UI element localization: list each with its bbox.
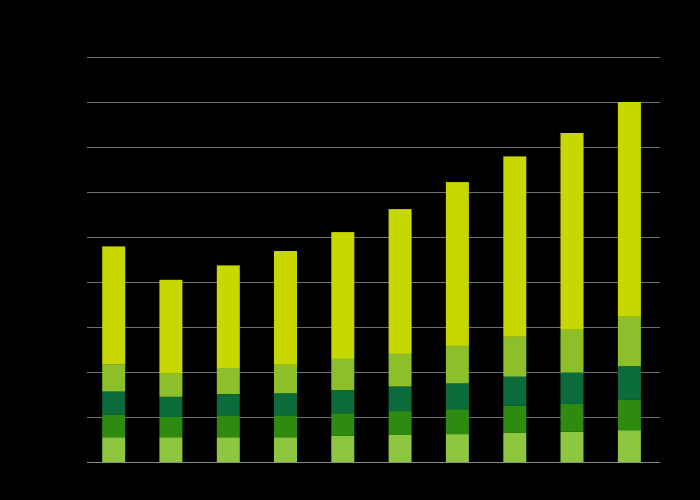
- bar-segment-10-series-1: [617, 430, 641, 462]
- bar-segment-5-series-1: [331, 435, 355, 462]
- bar-segment-4-series-5: [274, 251, 297, 365]
- bar-segment-3-series-5: [216, 265, 240, 368]
- bar-segment-2-series-2: [159, 417, 183, 438]
- bar-segment-7-series-5: [445, 182, 469, 346]
- bar-segment-3-series-2: [216, 415, 240, 438]
- bar-segment-3-series-3: [216, 394, 240, 416]
- bar-segment-10-series-2: [617, 399, 641, 431]
- bar-segment-8-series-2: [503, 405, 527, 433]
- bar-segment-8-series-5: [503, 156, 527, 337]
- bar-stack-5: [331, 232, 355, 462]
- bar-segment-6-series-5: [388, 209, 412, 354]
- bar-segment-5-series-3: [331, 390, 355, 414]
- bar-segment-3-series-1: [216, 437, 240, 463]
- bar-segment-4-series-3: [274, 393, 297, 416]
- bar-segment-1-series-2: [102, 414, 126, 438]
- bar-stack-2: [159, 279, 183, 463]
- bar-segment-2-series-4: [159, 373, 183, 397]
- bar-segment-6-series-4: [388, 353, 412, 387]
- bar-stack-8: [503, 156, 527, 463]
- bar-segment-4-series-1: [274, 437, 297, 463]
- bar-segment-7-series-3: [445, 383, 469, 410]
- bar-segment-9-series-3: [560, 372, 584, 404]
- bar-segment-1-series-5: [102, 246, 126, 365]
- bar-segment-1-series-4: [102, 364, 126, 392]
- bar-segment-10-series-3: [617, 366, 641, 400]
- bar-stack-6: [388, 209, 412, 462]
- bar-segment-8-series-1: [503, 432, 527, 463]
- bar-segment-9-series-1: [560, 431, 584, 462]
- bar-segment-6-series-1: [388, 435, 412, 462]
- bar-segment-4-series-2: [274, 415, 297, 438]
- bar-stack-3: [216, 265, 240, 463]
- bar-segment-3-series-4: [216, 367, 240, 394]
- bar-stack-7: [445, 182, 469, 462]
- bar-segment-8-series-4: [503, 336, 527, 377]
- bar-segment-2-series-1: [159, 437, 183, 463]
- bar-segment-10-series-4: [617, 316, 641, 367]
- bar-segment-7-series-1: [445, 434, 469, 462]
- bar-segment-1-series-1: [102, 437, 126, 463]
- bar-segment-1-series-3: [102, 391, 126, 415]
- bar-stack-9: [560, 133, 584, 462]
- bar-stack-10: [617, 102, 641, 462]
- bar-segment-5-series-2: [331, 413, 355, 436]
- bar-segment-8-series-3: [503, 376, 527, 406]
- bar-segment-2-series-3: [159, 396, 183, 418]
- bar-segment-10-series-5: [617, 102, 641, 317]
- bars: [102, 102, 641, 463]
- bar-segment-6-series-3: [388, 386, 412, 412]
- bar-stack-1: [102, 246, 126, 463]
- bar-segment-5-series-4: [331, 358, 355, 390]
- bar-segment-9-series-4: [560, 329, 584, 373]
- bar-stack-4: [274, 251, 297, 463]
- bar-segment-9-series-2: [560, 403, 584, 432]
- bar-segment-5-series-5: [331, 232, 355, 359]
- bar-segment-4-series-4: [274, 364, 297, 394]
- bar-segment-6-series-2: [388, 411, 412, 435]
- bar-segment-7-series-2: [445, 409, 469, 435]
- bar-segment-9-series-5: [560, 133, 584, 330]
- bar-segment-7-series-4: [445, 345, 469, 384]
- bar-segment-2-series-5: [159, 279, 183, 374]
- gridlines: [87, 57, 660, 418]
